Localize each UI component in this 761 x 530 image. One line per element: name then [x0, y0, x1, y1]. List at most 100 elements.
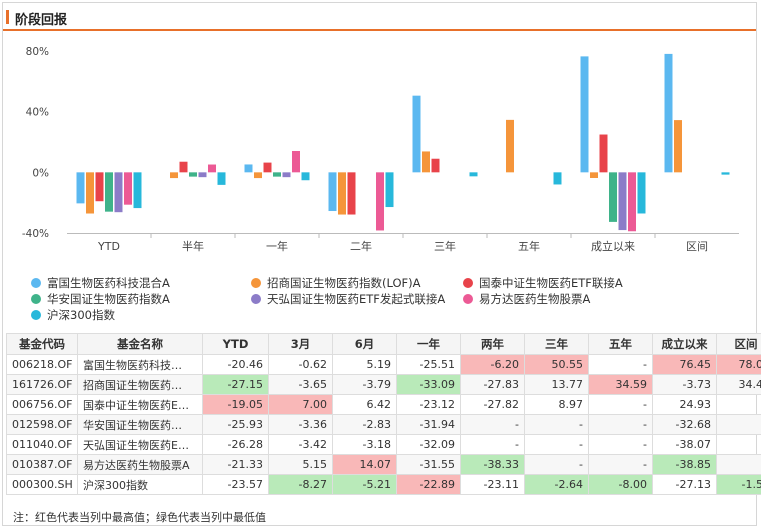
x-tick-label: 区间 — [686, 240, 708, 253]
return-cell: - — [588, 394, 653, 415]
fund-name-cell: 沪深300指数 — [77, 474, 203, 495]
legend-item[interactable]: 天弘国证生物医药ETF发起式联接A — [251, 291, 445, 307]
fund-code-cell: 006756.OF — [6, 394, 78, 415]
table-row: 011040.OF 天弘国证生物医药E… -26.28 -3.42 -3.18 -32.0… — [6, 434, 761, 455]
return-cell: -5.21 — [332, 474, 397, 495]
table-row: 012598.OF 华安国证生物医药… -25.93 -3.36 -2.83 -31.94… — [6, 414, 761, 435]
return-cell: 5.15 — [268, 454, 333, 475]
return-cell: -1.51 — [716, 474, 761, 495]
legend-label: 易方达医药生物股票A — [479, 292, 591, 306]
fund-name-cell: 华安国证生物医药… — [77, 414, 203, 435]
return-cell: - — [588, 354, 653, 375]
x-tick-label: YTD — [97, 240, 120, 253]
returns-table: 基金代码 基金名称 YTD 3月 6月 一年 两年 三年 五年 成立以来 区间 006218.OF 富… — [6, 333, 761, 495]
bar — [506, 119, 514, 173]
legend-item[interactable]: 招商国证生物医药指数(LOF)A — [251, 275, 421, 291]
return-cell: -22.89 — [396, 474, 461, 495]
fund-code-cell: 010387.OF — [6, 454, 78, 475]
return-cell: -38.07 — [652, 434, 717, 455]
bar — [431, 158, 440, 173]
return-cell: - — [716, 434, 761, 455]
return-cell: -27.13 — [652, 474, 717, 495]
return-cell: -23.11 — [460, 474, 525, 495]
return-cell: -23.57 — [202, 474, 269, 495]
bar — [86, 172, 94, 214]
y-tick-label: 0% — [32, 167, 49, 179]
return-cell: -25.93 — [202, 414, 269, 435]
column-header: 区间 — [716, 333, 761, 355]
table-header-row: 基金代码 基金名称 YTD 3月 6月 一年 两年 三年 五年 成立以来 区间 — [6, 333, 761, 355]
legend-item[interactable]: 华安国证生物医药指数A — [31, 291, 170, 307]
return-cell: 76.45 — [652, 354, 717, 375]
legend-color-dot — [463, 294, 473, 304]
fund-code-cell: 161726.OF — [6, 374, 78, 395]
fund-code-cell: 011040.OF — [6, 434, 78, 455]
return-cell: - — [460, 434, 525, 455]
bar — [590, 172, 598, 178]
header-accent — [6, 10, 9, 24]
return-cell: - — [460, 414, 525, 435]
bar — [721, 172, 730, 175]
return-cell: 34.59 — [588, 374, 653, 395]
legend-color-dot — [31, 278, 41, 288]
bar — [580, 56, 589, 173]
fund-code-cell: 000300.SH — [6, 474, 78, 495]
table-row: 006218.OF 富国生物医药科技… -20.46 -0.62 5.19 -25.51-… — [6, 354, 761, 375]
return-cell: -2.83 — [332, 414, 397, 435]
fund-name-cell: 易方达医药生物股票A — [77, 454, 203, 475]
bar — [217, 172, 226, 185]
return-cell: -27.15 — [202, 374, 269, 395]
legend-label: 沪深300指数 — [47, 308, 115, 322]
return-cell: -25.51 — [396, 354, 461, 375]
bar — [628, 172, 636, 232]
return-cell: -23.12 — [396, 394, 461, 415]
x-tick-label: 一年 — [266, 239, 288, 253]
y-tick-label: -40% — [22, 228, 49, 240]
return-cell: -3.36 — [268, 414, 333, 435]
bar — [599, 134, 608, 173]
column-header: 3月 — [268, 333, 333, 355]
bar — [133, 172, 142, 209]
return-cell: 7.00 — [268, 394, 333, 415]
bar — [328, 172, 337, 212]
return-cell: - — [524, 454, 589, 475]
return-cell: -38.33 — [460, 454, 525, 475]
bar — [179, 161, 188, 173]
bar — [347, 172, 356, 215]
legend-color-dot — [31, 294, 41, 304]
bar — [469, 172, 478, 177]
return-cell: -27.83 — [460, 374, 525, 395]
fund-name-cell: 富国生物医药科技… — [77, 354, 203, 375]
y-tick-label: 40% — [26, 107, 49, 119]
fund-code-cell: 012598.OF — [6, 414, 78, 435]
bar — [553, 172, 562, 185]
bar — [263, 162, 272, 173]
return-cell: -31.94 — [396, 414, 461, 435]
bar — [254, 172, 262, 179]
bar — [292, 150, 300, 173]
return-cell: -8.27 — [268, 474, 333, 495]
bar — [385, 172, 394, 208]
bar — [244, 164, 253, 173]
legend-item[interactable]: 易方达医药生物股票A — [463, 291, 590, 307]
legend-item[interactable]: 国泰中证生物医药ETF联接A — [463, 275, 623, 291]
return-cell: -2.64 — [524, 474, 589, 495]
return-cell: 14.07 — [332, 454, 397, 475]
return-cell: -27.82 — [460, 394, 525, 415]
bar — [76, 172, 85, 204]
legend-label: 国泰中证生物医药ETF联接A — [479, 276, 623, 290]
return-cell: -3.73 — [652, 374, 717, 395]
return-cell: -26.28 — [202, 434, 269, 455]
legend-item[interactable]: 富国生物医药科技混合A — [31, 275, 170, 291]
y-tick-label: 80% — [26, 46, 49, 58]
x-tick-label: 成立以来 — [591, 239, 635, 253]
bar — [282, 172, 291, 178]
bar — [273, 172, 281, 177]
return-cell: 34.44 — [716, 374, 761, 395]
panel-title: 阶段回报 — [15, 13, 68, 28]
bar — [198, 172, 207, 178]
legend-item[interactable]: 沪深300指数 — [31, 307, 115, 323]
legend-label: 华安国证生物医药指数A — [47, 292, 170, 306]
column-header: 6月 — [332, 333, 397, 355]
